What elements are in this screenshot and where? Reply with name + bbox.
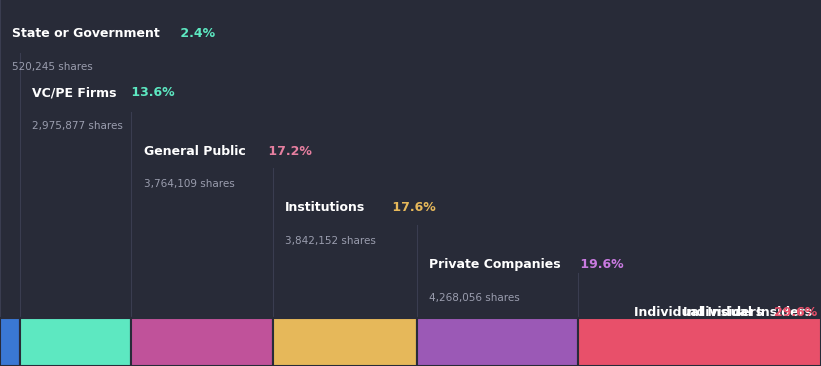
Text: 2.4%: 2.4% (177, 27, 215, 41)
Bar (273, 318, 417, 366)
Text: Individual Insiders: Individual Insiders (634, 306, 768, 319)
Text: General Public: General Public (144, 145, 245, 158)
Text: 13.6%: 13.6% (126, 86, 175, 99)
Text: 520,245 shares: 520,245 shares (12, 62, 93, 72)
Text: 6,458,958 shares: 6,458,958 shares (726, 340, 817, 350)
Text: 29.6%: 29.6% (773, 306, 817, 319)
Text: 3,842,152 shares: 3,842,152 shares (285, 236, 376, 246)
Bar (417, 318, 578, 366)
Text: Individual Insiders: Individual Insiders (683, 306, 817, 319)
Text: Private Companies: Private Companies (429, 258, 561, 271)
Text: 19.6%: 19.6% (576, 258, 624, 271)
Text: Institutions: Institutions (285, 201, 365, 214)
Text: VC/PE Firms: VC/PE Firms (32, 86, 117, 99)
Text: 2,975,877 shares: 2,975,877 shares (32, 121, 123, 131)
Text: State or Government: State or Government (12, 27, 160, 41)
Text: 17.6%: 17.6% (388, 201, 436, 214)
Text: 4,268,056 shares: 4,268,056 shares (429, 293, 521, 303)
Text: Individual Insiders: Individual Insiders (675, 306, 817, 319)
Text: 3,764,109 shares: 3,764,109 shares (144, 179, 235, 189)
Bar (131, 318, 273, 366)
Text: 17.2%: 17.2% (264, 145, 312, 158)
Bar (0, 318, 20, 366)
Bar (578, 318, 821, 366)
Bar (20, 318, 131, 366)
